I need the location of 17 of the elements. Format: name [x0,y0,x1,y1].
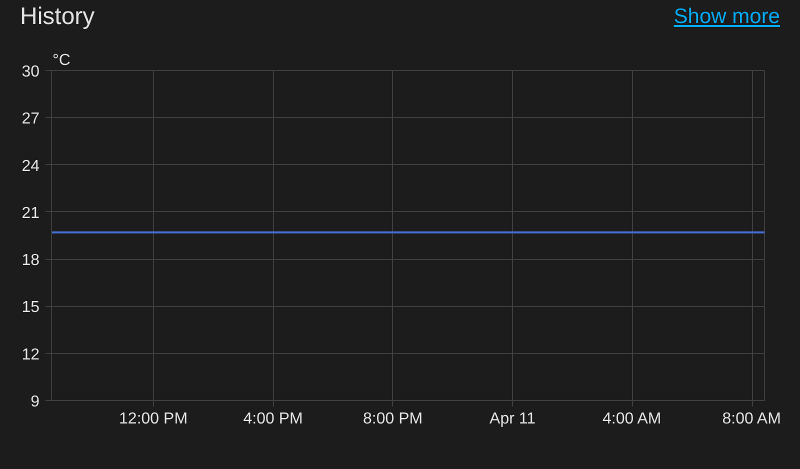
y-tick-label: 18 [22,252,40,270]
y-tick-label: 27 [22,110,40,128]
y-tick-label: 12 [22,346,40,364]
x-tick-label: 4:00 AM [602,410,662,428]
y-axis-title: °C [52,52,70,69]
x-tick-label: 4:00 PM [243,410,303,428]
y-tick-label: 9 [30,394,40,410]
y-tick-label: 15 [22,299,40,316]
x-tick-label: 12:00 PM [119,410,188,428]
text: Show more [674,5,780,28]
chart-title: History [20,2,95,32]
x-tick-label: 8:00 PM [362,410,423,428]
y-tick-label: 21 [22,204,40,222]
y-tick-label: 24 [22,158,40,175]
y-tick-label: 30 [22,64,40,80]
x-tick-label: 8:00 AM [722,410,781,428]
x-tick-label: Apr 11 [490,410,536,428]
